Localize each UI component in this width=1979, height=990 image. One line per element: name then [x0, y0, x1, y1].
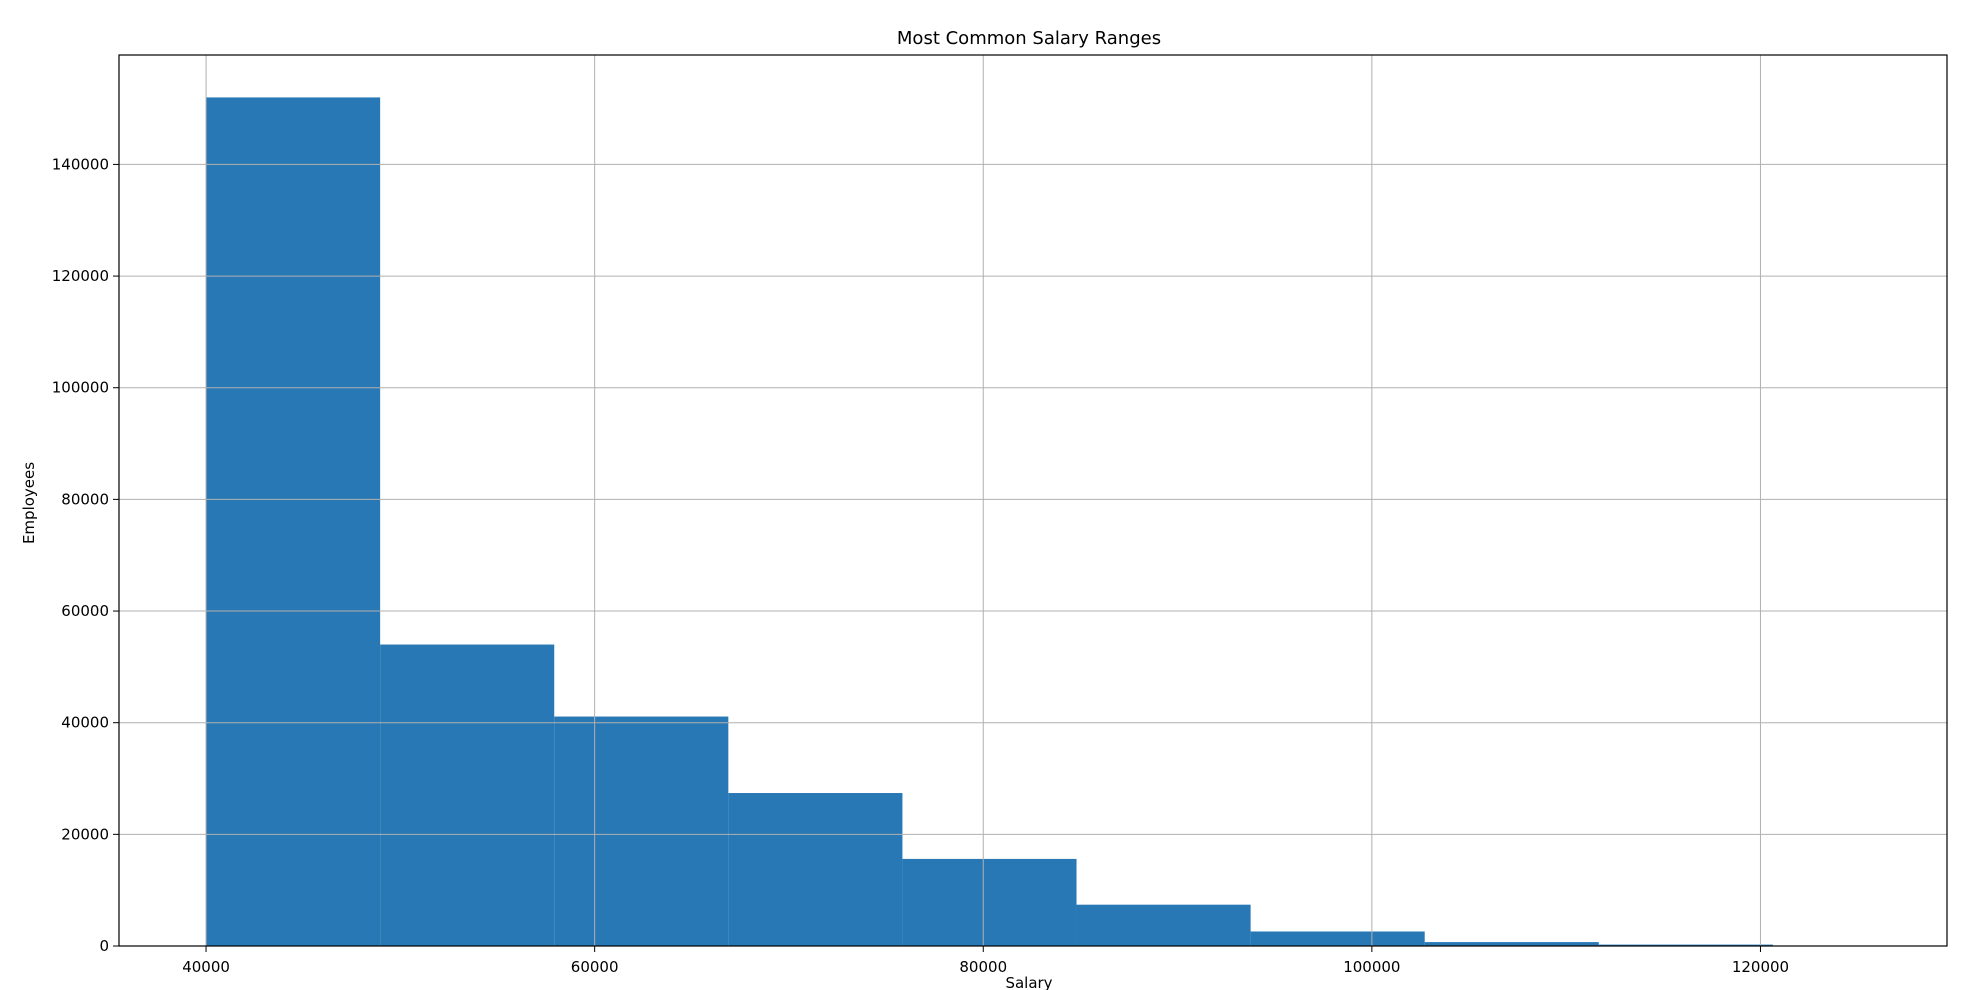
histogram-bars — [206, 97, 1947, 946]
x-tick-label-0: 40000 — [182, 958, 230, 976]
y-tick-label-2: 40000 — [61, 714, 109, 732]
histogram-bar-1 — [380, 644, 555, 946]
axis-ticks: 40000 60000 80000 100000 120000 0 20000 40000 60… — [52, 155, 1789, 976]
y-tick-label-7: 140000 — [52, 155, 109, 173]
x-tick-label-1: 60000 — [571, 958, 619, 976]
x-tick-label-4: 120000 — [1732, 958, 1789, 976]
histogram-bar-0 — [206, 97, 381, 946]
x-tick-label-2: 80000 — [959, 958, 1007, 976]
grid-lines — [119, 55, 1947, 947]
histogram-bar-7 — [1424, 942, 1599, 946]
y-tick-label-6: 120000 — [52, 267, 109, 285]
histogram-bar-2 — [554, 716, 729, 946]
histogram-bar-5 — [1076, 904, 1251, 946]
histogram-bar-6 — [1250, 931, 1425, 946]
chart-title: Most Common Salary Ranges — [897, 28, 1161, 49]
histogram-bar-3 — [728, 793, 903, 946]
y-tick-label-3: 60000 — [61, 602, 109, 620]
plot-frame — [118, 54, 1948, 947]
histogram-bar-8 — [1598, 944, 1773, 946]
histogram-bar-4 — [902, 858, 1077, 946]
y-tick-label-1: 20000 — [61, 825, 109, 843]
x-axis-label: Salary — [1005, 974, 1052, 990]
x-tick-label-3: 100000 — [1343, 958, 1400, 976]
y-tick-label-4: 80000 — [61, 490, 109, 508]
y-axis-label: Employees — [20, 462, 38, 544]
y-tick-label-0: 0 — [99, 937, 109, 955]
y-tick-label-5: 100000 — [52, 379, 109, 397]
